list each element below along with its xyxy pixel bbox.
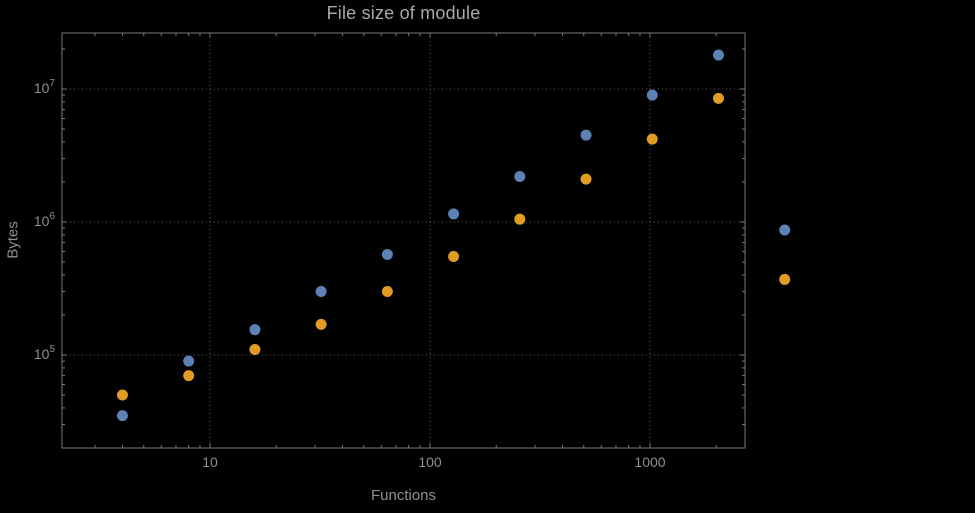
plot-frame	[61, 32, 746, 449]
blue-series-point	[116, 410, 128, 422]
blue-series-point	[514, 170, 526, 182]
orange-series-point	[116, 389, 128, 401]
blue-series-point	[580, 129, 592, 141]
blue-series-point	[315, 286, 327, 298]
y-tick-label: 105	[34, 344, 56, 362]
y-tick-label: 106	[34, 211, 56, 229]
orange-series-point	[646, 133, 658, 145]
orange-series-point	[514, 213, 526, 225]
blue-series-point	[448, 208, 460, 220]
orange-series-point	[183, 370, 195, 382]
x-tick-label: 10	[202, 454, 218, 470]
orange-series-point	[381, 286, 393, 298]
x-tick-label: 100	[418, 454, 442, 470]
blue-series-point	[779, 224, 791, 236]
blue-series-point	[381, 248, 393, 260]
blue-series-point	[249, 324, 261, 336]
orange-series-point	[249, 343, 261, 355]
chart-title: File size of module	[326, 3, 481, 23]
orange-series-point	[448, 251, 460, 263]
blue-series-point	[712, 49, 724, 61]
orange-series-point	[315, 318, 327, 330]
x-tick-label: 1000	[634, 454, 665, 470]
orange-series-point	[580, 173, 592, 185]
y-tick-label: 107	[34, 78, 56, 96]
orange-series-point	[779, 273, 791, 285]
orange-series-point	[712, 92, 724, 104]
blue-series-point	[646, 89, 658, 101]
y-axis-label: Bytes	[4, 221, 22, 259]
x-axis-label: Functions	[370, 487, 437, 504]
blue-series-point	[183, 355, 195, 367]
